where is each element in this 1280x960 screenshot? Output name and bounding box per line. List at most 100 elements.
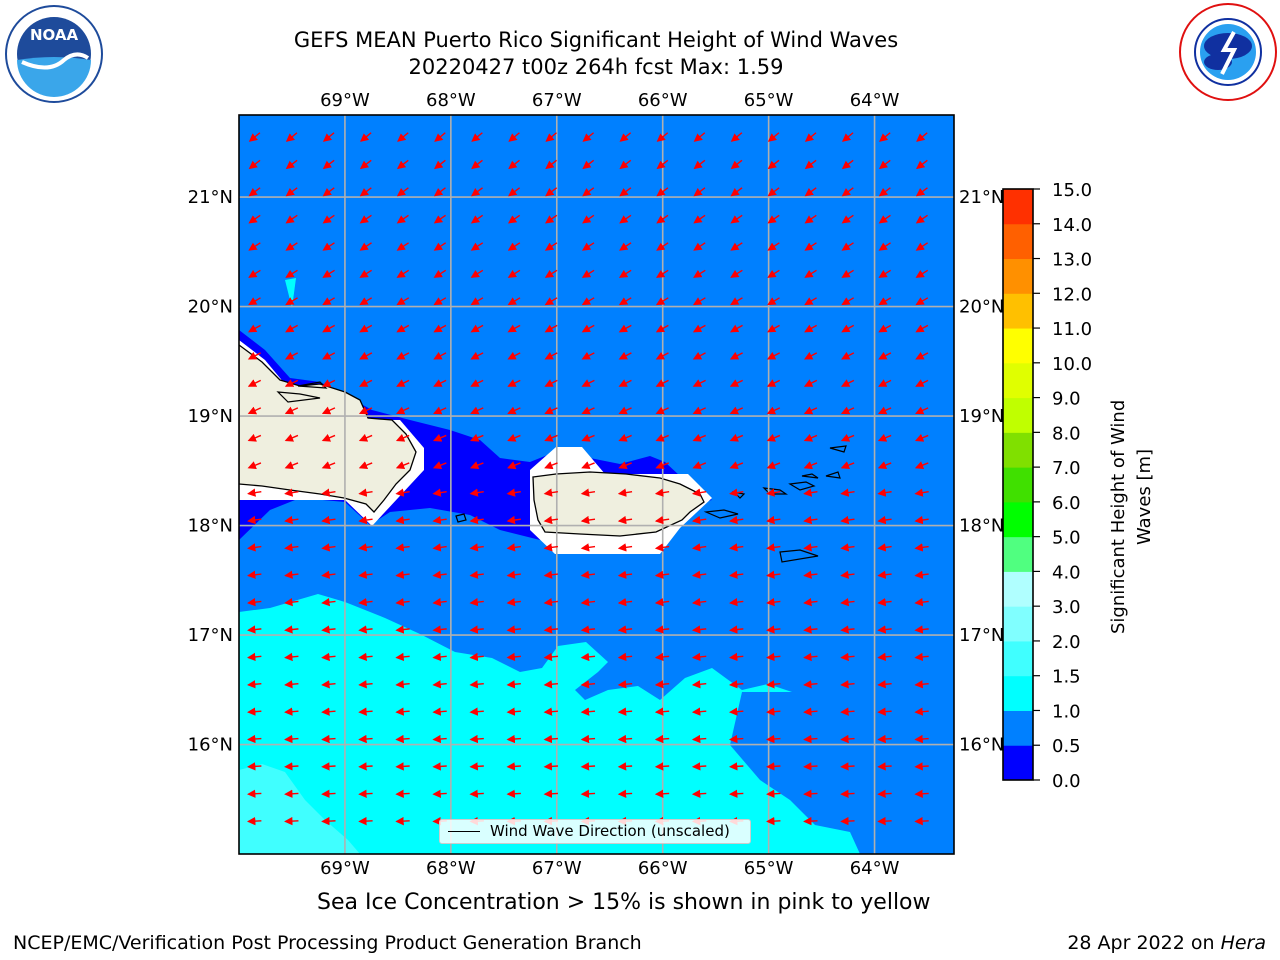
wave-arrow-103 <box>544 269 558 278</box>
wave-arrow-118 <box>396 297 410 306</box>
colorbar-band-3 <box>1003 640 1033 677</box>
lat-tick-left-2: 19°N <box>188 406 233 427</box>
wave-arrow-464 <box>543 789 559 798</box>
wave-arrow-443 <box>469 762 484 771</box>
wave-arrow-475 <box>246 816 262 826</box>
wave-arrow-332 <box>580 597 596 607</box>
wave-arrow-418 <box>247 734 262 744</box>
wave-arrow-255 <box>543 488 559 497</box>
wave-arrow-62 <box>433 214 446 224</box>
wave-arrow-489 <box>766 816 781 826</box>
wave-arrow-206 <box>840 406 855 415</box>
lon-tick-bottom-0: 69°W <box>320 858 370 879</box>
wind-wave-arrows <box>246 132 929 826</box>
wave-arrow-453 <box>840 762 855 771</box>
wave-arrow-406 <box>506 707 521 716</box>
wave-arrow-363 <box>321 652 336 662</box>
wave-arrow-455 <box>914 762 929 771</box>
wave-arrow-416 <box>877 707 892 716</box>
wave-arrow-35 <box>841 159 854 170</box>
wave-arrow-446 <box>580 762 596 771</box>
colorbar-tick-10: 8.0 <box>1052 423 1081 444</box>
wave-arrow-343 <box>284 625 299 634</box>
wave-arrow-356 <box>766 625 781 634</box>
wave-arrow-456 <box>247 789 262 798</box>
wave-arrow-295 <box>617 543 633 552</box>
wave-arrow-335 <box>691 597 707 607</box>
wave-arrow-31 <box>693 159 706 170</box>
wave-arrow-352 <box>617 625 633 634</box>
colorbar-band-2 <box>1003 675 1033 711</box>
wave-arrow-105 <box>618 269 632 278</box>
wave-arrow-65 <box>545 214 558 224</box>
wave-arrow-396 <box>840 680 855 689</box>
footer-date: 28 Apr 2022 on Hera <box>1067 932 1266 954</box>
wave-arrow-417 <box>914 707 929 716</box>
wave-arrow-104 <box>581 269 595 278</box>
wave-arrow-91 <box>804 242 817 251</box>
wave-arrow-164 <box>692 351 706 360</box>
wave-arrow-38 <box>248 187 261 197</box>
wave-arrow-247 <box>247 488 262 497</box>
wave-arrow-409 <box>617 707 633 716</box>
wave-arrow-183 <box>692 379 706 387</box>
wave-arrow-240 <box>692 461 707 470</box>
wave-arrow-229 <box>284 461 299 470</box>
wave-arrow-157 <box>433 351 447 360</box>
wave-arrow-30 <box>656 159 669 170</box>
lon-tick-top-4: 65°W <box>744 90 794 111</box>
wave-arrow-304 <box>247 570 262 579</box>
colorbar-tick-15: 13.0 <box>1052 250 1092 271</box>
wave-arrow-158 <box>470 351 484 360</box>
wave-arrow-457 <box>284 789 299 798</box>
wave-arrow-117 <box>359 297 373 306</box>
wave-arrow-260 <box>729 488 744 497</box>
wave-arrow-433 <box>803 734 818 744</box>
wave-arrow-458 <box>321 789 336 798</box>
wave-arrow-387 <box>506 680 521 689</box>
wave-arrow-210 <box>284 433 299 442</box>
lon-tick-top-2: 67°W <box>532 90 582 111</box>
wave-arrow-120 <box>470 297 484 306</box>
wave-arrow-414 <box>803 707 818 716</box>
wave-arrow-424 <box>469 734 484 744</box>
wave-arrow-152 <box>247 351 261 360</box>
wave-arrow-96 <box>285 269 298 278</box>
wave-arrow-407 <box>543 707 559 716</box>
wave-arrow-465 <box>580 789 596 798</box>
wave-arrow-302 <box>877 543 892 552</box>
wave-arrow-320 <box>840 570 855 579</box>
colorbar-tick-6: 4.0 <box>1052 562 1081 583</box>
wave-arrow-237 <box>581 461 595 470</box>
wave-arrow-126 <box>692 297 706 306</box>
lon-tick-top-5: 64°W <box>850 90 900 111</box>
wave-arrow-301 <box>840 543 855 552</box>
wave-arrow-252 <box>432 488 447 497</box>
wave-arrow-307 <box>358 570 373 579</box>
wave-arrow-375 <box>766 652 781 662</box>
colorbar-band-12 <box>1003 328 1033 364</box>
land-hispaniola <box>239 344 417 513</box>
wave-arrow-403 <box>395 707 410 716</box>
wave-arrow-381 <box>284 680 299 689</box>
wave-arrow-445 <box>543 762 559 771</box>
wave-arrow-2 <box>322 132 335 142</box>
wave-arrow-180 <box>581 379 595 387</box>
wave-arrow-308 <box>395 570 410 579</box>
wave-arrow-359 <box>877 625 892 634</box>
wave-arrow-208 <box>915 406 929 415</box>
wave-arrow-10 <box>619 132 632 142</box>
wave-arrow-165 <box>729 351 743 360</box>
colorbar-tick-1: 0.5 <box>1052 736 1081 757</box>
wave-arrow-251 <box>395 488 410 497</box>
wave-arrow-436 <box>914 734 929 744</box>
wave-arrow-365 <box>395 652 410 662</box>
wave-arrow-111 <box>841 269 854 278</box>
wave-arrow-46 <box>545 187 558 197</box>
noaa-logo: NOAA <box>5 5 103 103</box>
wave-arrow-53 <box>804 187 817 197</box>
colorbar-tick-16: 14.0 <box>1052 215 1092 236</box>
wave-arrow-441 <box>395 762 410 771</box>
wave-arrow-115 <box>285 297 298 306</box>
wave-arrow-270 <box>395 515 410 525</box>
